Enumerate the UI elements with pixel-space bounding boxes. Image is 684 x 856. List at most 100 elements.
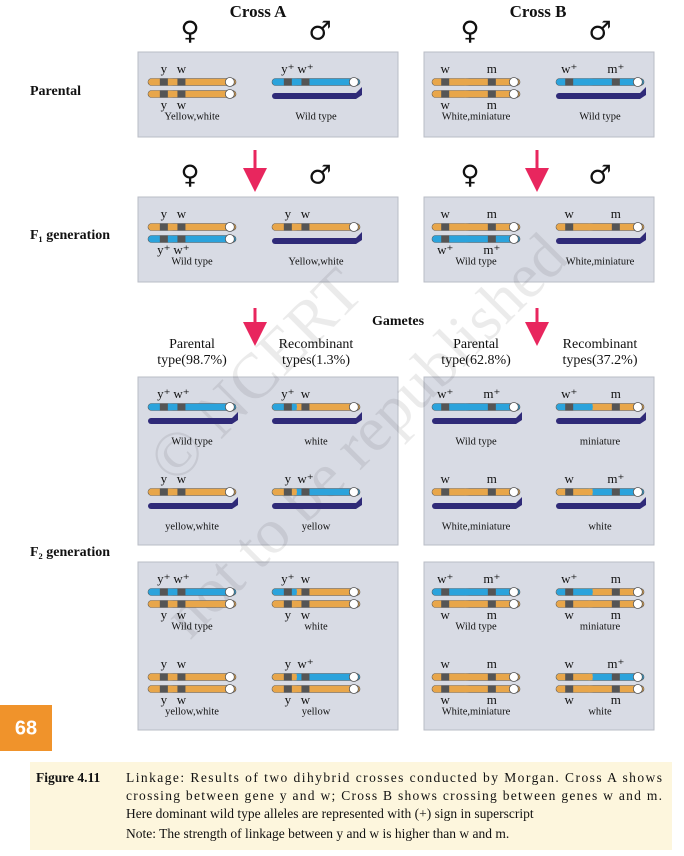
gamete-header: types(37.2%) [562, 353, 637, 368]
chromosome-segment [464, 488, 469, 496]
centromere [224, 487, 235, 497]
gene-locus [177, 78, 186, 86]
gene-locus [441, 588, 450, 596]
row-label: F₁ generation [30, 228, 110, 243]
genotype-caption: yellow [302, 706, 331, 717]
gene-locus [611, 78, 620, 86]
gene-locus [177, 403, 186, 411]
chromosome-segment [588, 588, 593, 596]
gene-label: w⁺ [173, 242, 189, 257]
gene-locus [487, 78, 496, 86]
gene-label: w [565, 656, 575, 671]
centromere [632, 402, 643, 412]
chromosome-segment [432, 223, 469, 231]
chromosome-segment [556, 685, 593, 693]
y-chromosome-hook [348, 412, 362, 424]
gene-label: y [161, 692, 168, 707]
gene-label: m⁺ [607, 61, 624, 76]
cross-title: Cross B [510, 2, 567, 21]
genotype-caption: Yellow,white [288, 256, 343, 267]
gene-locus [487, 600, 496, 608]
genotype-caption: white [304, 621, 328, 632]
gene-locus [611, 588, 620, 596]
y-chromosome [148, 503, 230, 509]
chromosome-segment [556, 488, 593, 496]
gene-locus [159, 685, 168, 693]
gene-label: w [441, 656, 451, 671]
chromosome-segment [588, 78, 593, 86]
y-chromosome [556, 238, 638, 244]
chromosome-segment [292, 588, 297, 596]
chromosome-segment [464, 403, 469, 411]
centromere [348, 587, 359, 597]
chromosome-segment [432, 685, 469, 693]
gene-label: y [161, 471, 168, 486]
centromere [508, 587, 519, 597]
y-chromosome [272, 93, 354, 99]
y-chromosome-hook [632, 232, 646, 244]
gene-label: w [441, 692, 451, 707]
gene-locus [301, 588, 310, 596]
y-chromosome [272, 238, 354, 244]
y-chromosome-hook [224, 497, 238, 509]
chromosome-segment [168, 235, 173, 243]
centromere [348, 222, 359, 232]
gene-label: m [611, 206, 621, 221]
page-number: 68 [15, 717, 37, 739]
centromere [224, 222, 235, 232]
centromere [348, 77, 359, 87]
gene-locus [487, 488, 496, 496]
gene-label: w [441, 206, 451, 221]
chromosome-segment [292, 600, 297, 608]
gene-label: m⁺ [607, 471, 624, 486]
centromere [348, 487, 359, 497]
centromere [224, 684, 235, 694]
gene-label: w⁺ [437, 571, 453, 586]
chromosome-segment [556, 223, 593, 231]
gene-locus [283, 78, 292, 86]
gene-locus [159, 588, 168, 596]
caption-line: Linkage: Results of two dihybrid crosses… [126, 770, 662, 785]
centromere [348, 672, 359, 682]
chromosome-segment [556, 403, 593, 411]
centromere [508, 672, 519, 682]
chromosome-segment [556, 78, 593, 86]
chromosome-segment [464, 223, 469, 231]
gene-locus [487, 685, 496, 693]
gene-label: w [565, 206, 575, 221]
gene-label: y [285, 656, 292, 671]
centromere [508, 402, 519, 412]
gene-label: m [487, 692, 497, 707]
caption-line: crossing between gene y and w; Cross B s… [126, 788, 662, 803]
gene-locus [487, 223, 496, 231]
chromosome-segment [168, 488, 173, 496]
gamete-header: type(62.8%) [441, 353, 511, 368]
gene-label: y⁺ [281, 61, 294, 76]
centromere [508, 234, 519, 244]
gene-locus [441, 403, 450, 411]
chromosome-segment [556, 600, 593, 608]
gene-locus [177, 235, 186, 243]
chromosome-segment [168, 403, 173, 411]
genotype-caption: White,miniature [442, 521, 511, 532]
gene-label: m [487, 656, 497, 671]
genotype-caption: White,miniature [442, 706, 511, 717]
genotype-caption: Yellow,white [164, 111, 219, 122]
gene-locus [611, 673, 620, 681]
gene-label: w [565, 471, 575, 486]
genotype-caption: white [588, 706, 612, 717]
caption-note: Note: The strength of linkage between y … [126, 826, 509, 841]
centromere [508, 487, 519, 497]
chromosome-segment [292, 78, 297, 86]
male-symbol: ♂ [308, 161, 331, 191]
y-chromosome [432, 418, 514, 424]
male-symbol: ♂ [308, 17, 331, 47]
row-label: Parental [30, 84, 81, 99]
genotype-caption: Wild type [171, 256, 213, 267]
gene-locus [441, 673, 450, 681]
gene-label: y [285, 692, 292, 707]
y-chromosome-hook [508, 497, 522, 509]
chromosome-segment [588, 600, 593, 608]
chromosome-segment [464, 685, 469, 693]
genotype-caption: yellow,white [165, 706, 219, 717]
